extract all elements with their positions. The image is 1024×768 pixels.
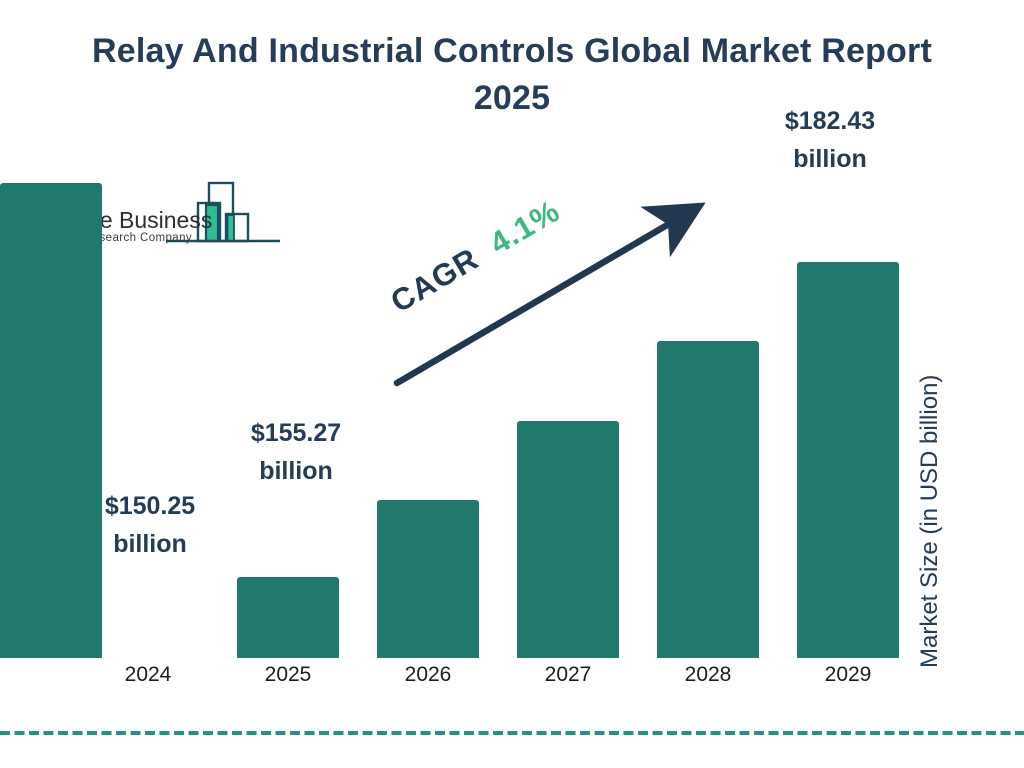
bar (797, 262, 899, 658)
logo-name-line2: Research Company (84, 232, 192, 244)
page-title: Relay And Industrial Controls Global Mar… (92, 32, 932, 117)
y-axis-label: Market Size (in USD billion) (916, 374, 943, 668)
value-unit: billion (793, 145, 867, 173)
x-tick-2026: 2026 (404, 663, 452, 686)
growth-arrow-icon (393, 202, 706, 387)
value-amount: $150.25 (104, 492, 196, 520)
logo-bars-icon: The Business Research Company (73, 181, 280, 244)
value-label-2025: $155.27 billion (226, 414, 366, 490)
value-amount: $155.27 (250, 419, 342, 447)
bottom-dashed-divider (0, 731, 1024, 735)
x-tick-2028: 2028 (684, 663, 732, 686)
bar (377, 500, 479, 658)
x-tick-2027: 2027 (544, 663, 592, 686)
value-amount: $182.43 (784, 107, 876, 135)
bar (0, 183, 102, 658)
bar (237, 577, 339, 658)
value-label-2024: $150.25 billion (80, 487, 220, 563)
bar (657, 341, 759, 658)
x-tick-2029: 2029 (824, 663, 872, 686)
bar (517, 421, 619, 658)
value-unit: billion (113, 530, 187, 558)
value-unit: billion (259, 457, 333, 485)
x-tick-2024: 2024 (124, 663, 172, 686)
value-label-2029: $182.43 billion (760, 102, 900, 178)
company-logo: The Business Research Company (68, 172, 288, 250)
x-tick-2025: 2025 (264, 663, 312, 686)
